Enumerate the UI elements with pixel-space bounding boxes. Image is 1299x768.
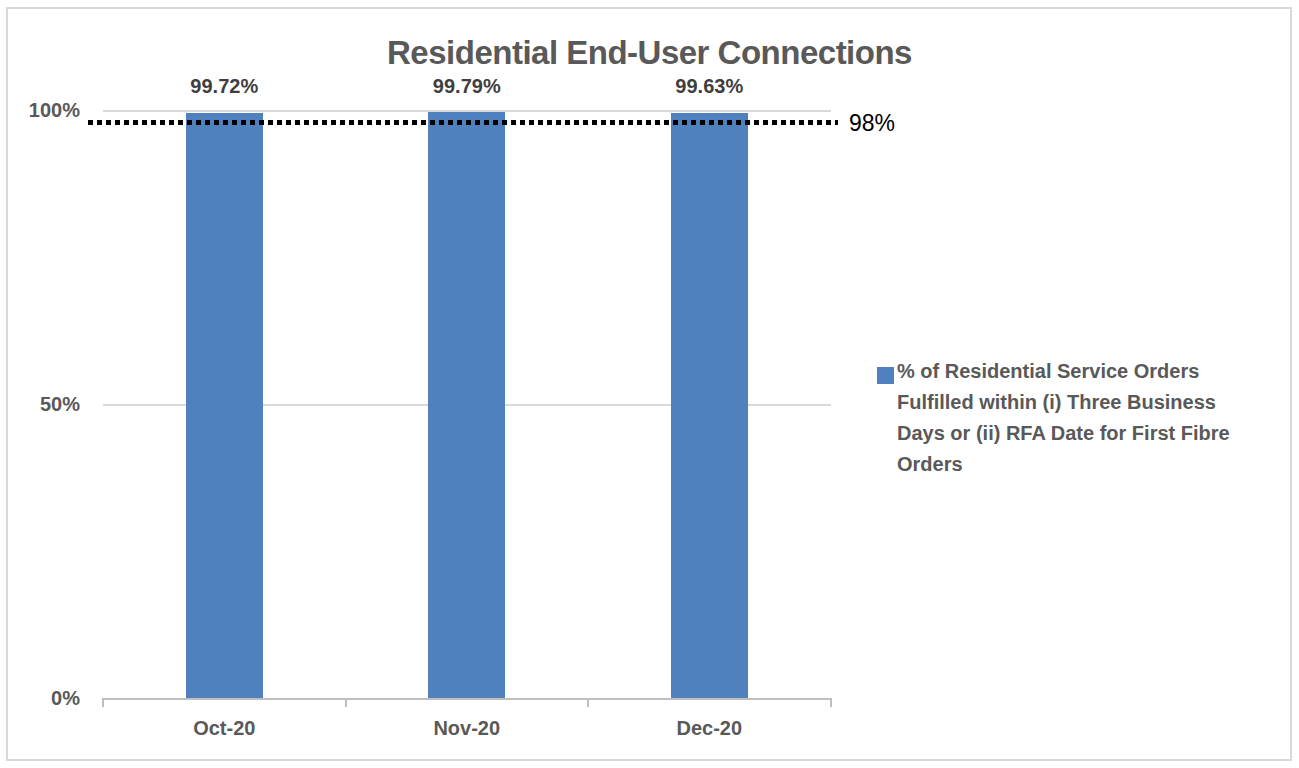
x-tick <box>345 698 347 707</box>
legend-label-line: Days or (ii) RFA Date for First Fibre <box>897 418 1293 449</box>
legend-swatch-icon <box>877 367 894 384</box>
x-category-label-Oct-20: Oct-20 <box>154 716 294 740</box>
bar-Dec-20 <box>671 113 748 699</box>
x-axis-line <box>103 698 832 700</box>
chart-container: Residential End-User Connections 0% 50% 10… <box>0 0 1299 768</box>
data-label-Nov-20: 99.79% <box>397 74 537 98</box>
x-tick <box>830 698 832 707</box>
data-label-Oct-20: 99.72% <box>154 74 294 98</box>
data-label-Dec-20: 99.63% <box>639 74 779 98</box>
legend-label-line: Orders <box>897 449 1293 480</box>
bar-Nov-20 <box>428 112 505 699</box>
y-tick-label: 50% <box>18 392 80 416</box>
x-tick <box>587 698 589 707</box>
x-category-label-Dec-20: Dec-20 <box>639 716 779 740</box>
target-line <box>88 120 838 125</box>
legend-label-line: Fulfilled within (i) Three Business <box>897 387 1293 418</box>
x-tick <box>102 698 104 707</box>
y-tick-label: 0% <box>18 686 80 710</box>
bar-Oct-20 <box>186 113 263 699</box>
x-category-label-Nov-20: Nov-20 <box>397 716 537 740</box>
legend-label: % of Residential Service OrdersFulfilled… <box>897 356 1293 480</box>
chart-title: Residential End-User Connections <box>0 34 1299 72</box>
target-line-label: 98% <box>849 109 895 137</box>
legend-label-line: % of Residential Service Orders <box>897 356 1293 387</box>
y-tick-label: 100% <box>18 98 80 122</box>
